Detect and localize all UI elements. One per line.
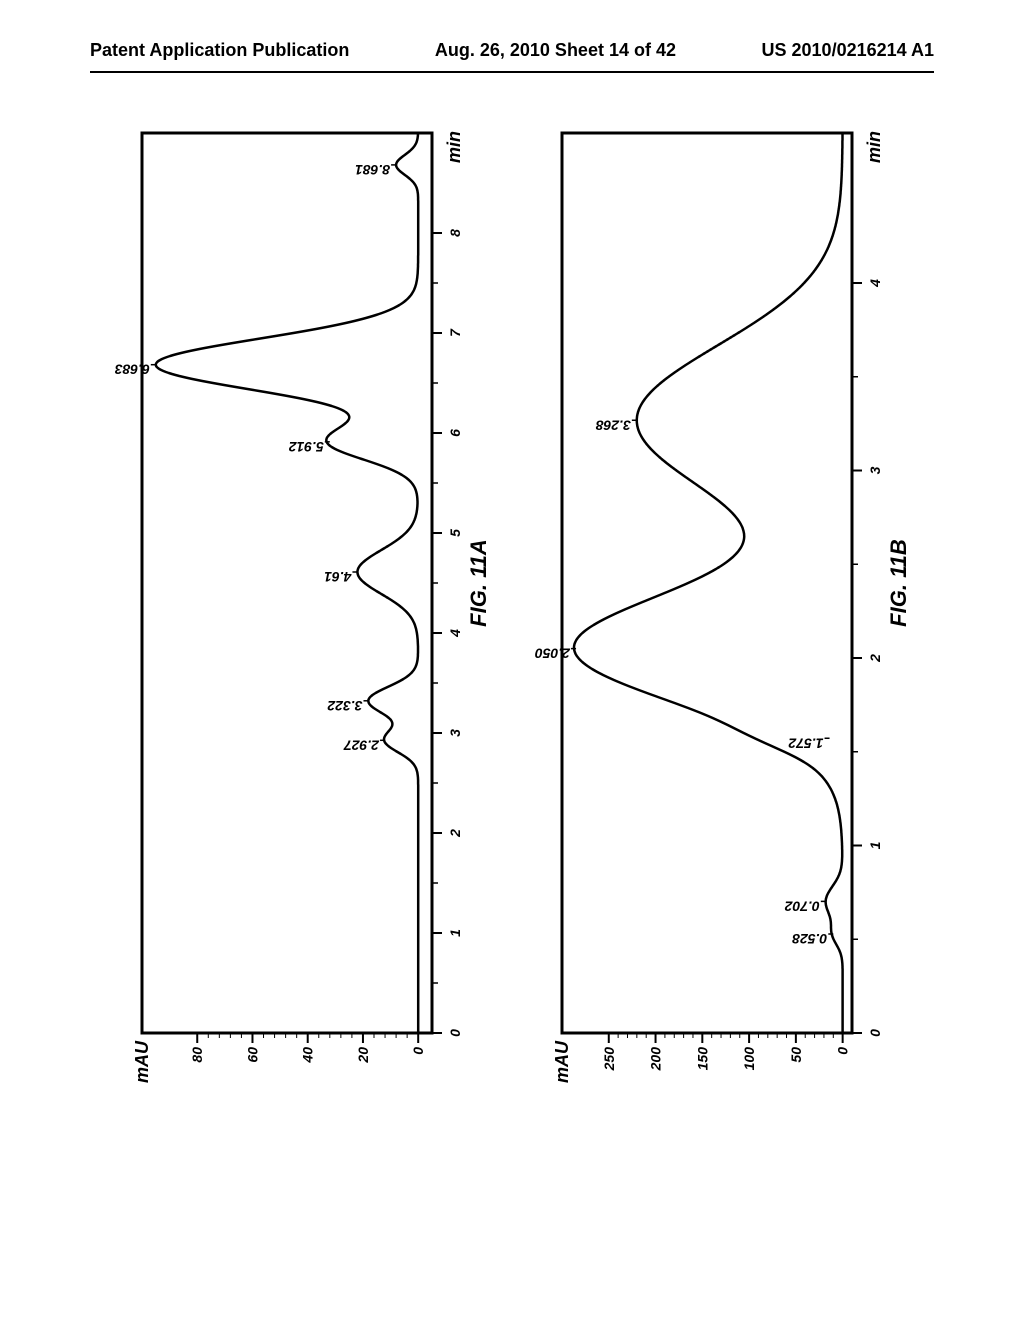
svg-text:4.61: 4.61 [324,569,352,585]
svg-text:50: 50 [788,1047,804,1063]
svg-text:1: 1 [447,929,463,937]
svg-text:4: 4 [867,279,883,288]
svg-text:80: 80 [189,1047,205,1063]
svg-text:0: 0 [867,1029,883,1037]
svg-text:150: 150 [694,1047,710,1071]
svg-text:7: 7 [447,328,463,337]
page: Patent Application Publication Aug. 26, … [0,0,1024,1320]
chart-a-wrap: 0 1 2 3 4 5 6 7 8 min 0 20 40 60 80 mAU 2.927 3.322 4.61 5.… [112,113,492,1113]
svg-text:0: 0 [410,1047,426,1055]
svg-text:40: 40 [300,1047,316,1064]
svg-text:mAU: mAU [132,1040,152,1083]
svg-text:FIG. 11A: FIG. 11A [466,539,491,627]
svg-text:FIG. 11B: FIG. 11B [886,539,911,627]
svg-text:0: 0 [835,1047,851,1055]
svg-text:2.927: 2.927 [343,737,380,753]
chart-b-svg: 0 1 2 3 4 min 0 50 100 150 200 250 mAU 0.528 0.702 1.57… [532,113,912,1113]
chart-a-svg: 0 1 2 3 4 5 6 7 8 min 0 20 40 60 80 mAU 2.927 3.322 4.61 5.… [112,113,492,1113]
svg-text:0.702: 0.702 [785,898,820,914]
svg-text:2: 2 [447,829,463,838]
svg-text:3.322: 3.322 [327,698,362,714]
svg-text:2.050: 2.050 [535,646,571,662]
figure-area: 012345678min020406080mAU2.9273.3224.615.… [90,113,934,1193]
svg-text:8.681: 8.681 [355,162,390,178]
svg-text:mAU: mAU [552,1040,572,1083]
svg-text:3: 3 [447,729,463,737]
svg-text:min: min [864,131,884,163]
svg-text:1.572: 1.572 [788,735,823,751]
header-right: US 2010/0216214 A1 [762,40,934,61]
svg-text:4: 4 [447,629,463,638]
svg-text:0.528: 0.528 [792,931,827,947]
svg-text:5: 5 [447,529,463,537]
chart-b-wrap: 0 1 2 3 4 min 0 50 100 150 200 250 mAU 0.528 0.702 1.57… [532,113,912,1113]
header-center: Aug. 26, 2010 Sheet 14 of 42 [435,40,676,61]
svg-text:20: 20 [355,1047,371,1064]
page-header: Patent Application Publication Aug. 26, … [90,40,934,73]
svg-text:1: 1 [867,841,883,849]
svg-text:3.268: 3.268 [596,417,631,433]
chart-b-inner: 0 1 2 3 4 min 0 50 100 150 200 250 mAU 0.528 0.702 1.57… [532,113,912,1113]
svg-text:2: 2 [867,654,883,663]
svg-text:60: 60 [244,1047,260,1063]
svg-text:100: 100 [741,1047,757,1071]
svg-text:0: 0 [447,1029,463,1037]
svg-text:6.683: 6.683 [115,362,150,378]
svg-text:3: 3 [867,466,883,474]
chart-a-inner: 0 1 2 3 4 5 6 7 8 min 0 20 40 60 80 mAU 2.927 3.322 4.61 5.… [112,113,492,1113]
svg-text:min: min [444,131,464,163]
svg-text:250: 250 [601,1047,617,1072]
svg-text:8: 8 [447,229,463,237]
svg-text:5.912: 5.912 [289,439,324,455]
header-left: Patent Application Publication [90,40,349,61]
svg-text:6: 6 [447,429,463,437]
svg-text:200: 200 [648,1047,664,1072]
